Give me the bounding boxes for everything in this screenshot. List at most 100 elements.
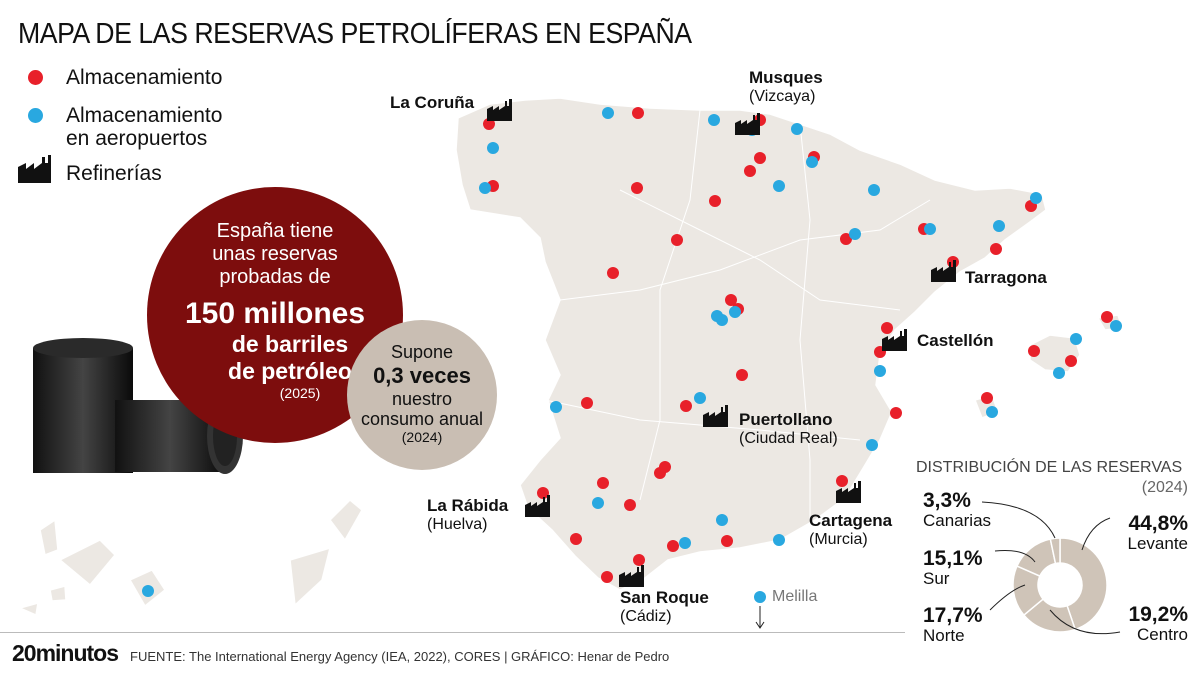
storage-dot <box>671 234 683 246</box>
airport-storage-dot <box>550 401 562 413</box>
canarias-fuerteventura <box>289 546 332 607</box>
storage-dot <box>890 407 902 419</box>
storage-dot <box>680 400 692 412</box>
text: unas reservas <box>212 243 338 265</box>
refinery-label: Castellón <box>917 331 994 350</box>
airport-storage-dot <box>142 585 154 597</box>
pct-norte: 17,7% <box>923 604 983 627</box>
storage-dot <box>836 475 848 487</box>
pct-sur: 15,1% <box>923 547 983 570</box>
region-levante: Levante <box>1127 534 1189 553</box>
donut-segment-levante <box>1059 537 1108 631</box>
refinery-icon <box>18 155 51 183</box>
airport-storage-dot <box>729 306 741 318</box>
region-canarias: Canarias <box>923 511 992 530</box>
consumption-ratio: 0,3 veces <box>373 363 471 388</box>
text: España tiene <box>216 220 334 242</box>
storage-dot <box>1028 345 1040 357</box>
distribution-title: DISTRIBUCIÓN DE LAS RESERVAS <box>916 459 1183 476</box>
reserves-circle: España tiene unas reservas probadas de 1… <box>147 187 403 443</box>
airport-storage-dot <box>993 220 1005 232</box>
text: nuestro <box>391 389 453 409</box>
airport-storage-dot <box>874 365 886 377</box>
refinery-icon <box>735 113 760 135</box>
refinery-sublabel: (Huelva) <box>427 516 488 533</box>
mainland-spain <box>455 97 1047 591</box>
distribution-donut <box>1012 537 1108 633</box>
legend-airport: Almacenamiento en aeropuertos <box>66 104 223 150</box>
region-sur: Sur <box>923 569 950 588</box>
canarias-la-palma <box>39 518 59 557</box>
storage-dot <box>601 571 613 583</box>
airport-storage-dot <box>487 142 499 154</box>
refinery-label: Musques <box>749 68 823 87</box>
storage-dot <box>654 467 666 479</box>
airport-storage-dot <box>1053 367 1065 379</box>
refinery-sublabel: (Cádiz) <box>620 608 672 625</box>
storage-dot <box>607 267 619 279</box>
storage-dot <box>633 554 645 566</box>
brand-logo: 20minutos <box>12 640 119 666</box>
storage-dot <box>881 322 893 334</box>
airport-storage-dot <box>716 514 728 526</box>
airport-storage-dot <box>708 114 720 126</box>
refinery-icon <box>882 329 907 351</box>
refinery-label: Tarragona <box>965 268 1047 287</box>
airport-storage-dot <box>868 184 880 196</box>
year: (2024) <box>401 429 443 445</box>
footer: 20minutos FUENTE: The International Ener… <box>12 640 669 667</box>
airport-storage-dot <box>806 156 818 168</box>
airport-storage-dot <box>602 107 614 119</box>
airport-legend-dot <box>28 108 43 123</box>
text: de petróleo <box>228 358 352 384</box>
storage-dot <box>581 397 593 409</box>
airport-storage-dot <box>1070 333 1082 345</box>
airport-storage-dot <box>754 591 766 603</box>
airport-storage-dot <box>694 392 706 404</box>
footer-divider <box>0 632 905 633</box>
storage-dot <box>754 152 766 164</box>
refinery-sublabel: (Vizcaya) <box>749 88 816 105</box>
storage-dot <box>570 533 582 545</box>
storage-dot <box>667 540 679 552</box>
melilla-label: Melilla <box>772 588 818 605</box>
refinery-icon <box>703 405 728 427</box>
storage-dot <box>632 107 644 119</box>
airport-storage-dot <box>1110 320 1122 332</box>
storage-dot <box>721 535 733 547</box>
refinery-label: La Rábida <box>427 496 509 515</box>
storage-dot <box>990 243 1002 255</box>
airport-storage-dot <box>986 406 998 418</box>
storage-dot <box>744 165 756 177</box>
airport-storage-dot <box>592 497 604 509</box>
airport-storage-dot <box>679 537 691 549</box>
refinery-icon <box>525 495 550 517</box>
refinery-sublabel: (Ciudad Real) <box>739 430 838 447</box>
pct-centro: 19,2% <box>1128 603 1188 626</box>
refinery-label: Puertollano <box>739 410 833 429</box>
page-title: MAPA DE LAS RESERVAS PETROLÍFERAS EN ESP… <box>18 18 692 50</box>
donut-segment-canarias <box>1049 537 1061 565</box>
airport-storage-dot <box>479 182 491 194</box>
canarias-gomera <box>49 585 67 602</box>
storage-dot <box>597 477 609 489</box>
airport-storage-dot <box>1030 192 1042 204</box>
refinery-icon <box>487 99 512 121</box>
refinery-icon <box>931 260 956 282</box>
storage-dot <box>483 118 495 130</box>
storage-dot <box>1065 355 1077 367</box>
refinery-label: San Roque <box>620 588 709 607</box>
storage-dot <box>981 392 993 404</box>
pct-levante: 44,8% <box>1128 512 1188 535</box>
distribution-year: (2024) <box>1141 479 1188 496</box>
text: probadas de <box>219 266 331 288</box>
airport-storage-dot <box>866 439 878 451</box>
year: (2025) <box>279 385 321 401</box>
text: de barriles <box>231 331 349 357</box>
canarias-tenerife <box>58 539 117 587</box>
airport-storage-dot <box>849 228 861 240</box>
refinery-label: Cartagena <box>809 511 893 530</box>
region-norte: Norte <box>923 626 965 645</box>
refinery-label: La Coruña <box>390 93 475 112</box>
